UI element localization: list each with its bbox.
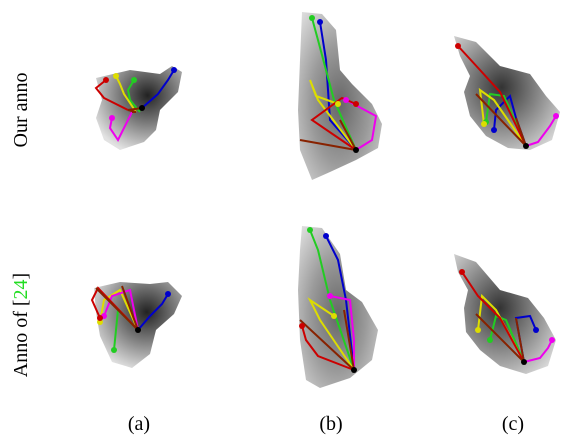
index-chain: [311, 17, 357, 151]
ring-chain: [329, 295, 355, 370]
joint: [299, 323, 305, 329]
joint-markers: [299, 227, 357, 373]
joint: [335, 101, 341, 107]
joint: [481, 121, 487, 127]
skeleton: [90, 285, 169, 351]
citation-link: 24: [10, 279, 32, 299]
joint: [109, 115, 115, 121]
palm-lines: [475, 93, 527, 147]
joint: [97, 315, 103, 321]
index-chain: [126, 79, 141, 113]
joint: [135, 327, 141, 333]
column-label-b: (b): [319, 413, 342, 435]
ring-chain: [345, 99, 378, 151]
joint: [103, 77, 109, 83]
ring-chain: [525, 115, 557, 147]
joint: [459, 269, 465, 275]
joint: [549, 337, 555, 343]
ring-chain: [108, 111, 133, 142]
joint: [353, 147, 359, 153]
joint: [523, 143, 529, 149]
panel-ref-anno-a: [90, 282, 182, 368]
skeleton: [299, 17, 378, 152]
joint-markers: [459, 269, 555, 365]
skeleton: [457, 45, 557, 147]
hand-depth-silhouette: [298, 226, 378, 388]
middle-chain: [309, 79, 357, 151]
column-label-c: (c): [502, 413, 524, 435]
palm-lines: [299, 309, 356, 373]
joint: [487, 337, 493, 343]
joint: [113, 73, 119, 79]
pinky-chain: [94, 79, 129, 111]
joint: [131, 77, 137, 83]
joint: [317, 19, 323, 25]
joint-markers: [97, 291, 171, 353]
skeleton: [461, 271, 553, 365]
panel-our-anno-c: [454, 36, 560, 150]
hand-depth-silhouette: [454, 254, 556, 374]
palm-lines: [475, 313, 526, 365]
panel-our-anno-b: [298, 12, 382, 180]
middle-chain: [307, 297, 355, 371]
index-chain: [309, 229, 355, 371]
joint: [171, 67, 177, 73]
joint: [111, 347, 117, 353]
joint: [307, 227, 313, 233]
joint: [331, 313, 337, 319]
joint: [553, 113, 559, 119]
skeleton: [299, 229, 356, 373]
panel-our-anno-a: [94, 66, 182, 150]
middle-chain: [478, 87, 527, 147]
joint: [165, 291, 171, 297]
row-label-ref-prefix: Anno of [: [10, 299, 32, 377]
palm-lines: [127, 107, 143, 113]
middle-chain: [115, 75, 137, 113]
joint: [521, 359, 527, 365]
joint: [343, 97, 349, 103]
thumb-chain: [325, 235, 355, 371]
pinky-chain: [457, 45, 527, 147]
joint-markers: [309, 15, 359, 153]
pinky-chain: [310, 96, 357, 151]
joint: [327, 293, 333, 299]
ring-chain: [523, 339, 553, 363]
joint-markers: [103, 67, 177, 121]
row-label-our-anno: Our anno: [10, 73, 32, 148]
row-label-ref-suffix: ]: [10, 273, 32, 280]
joint: [455, 43, 461, 49]
skeleton: [94, 69, 175, 142]
joint: [533, 327, 539, 333]
joint: [353, 101, 359, 107]
pinky-chain: [461, 271, 525, 363]
joint: [475, 327, 481, 333]
panel-ref-anno-b: [298, 226, 378, 388]
joint: [139, 105, 145, 111]
joint: [309, 15, 315, 21]
ring-chain: [103, 288, 139, 331]
joint: [491, 127, 497, 133]
hand-depth-silhouette: [298, 12, 382, 180]
palm-lines: [299, 119, 358, 152]
palm-lines: [95, 285, 139, 331]
row-label-ref-anno: Anno of [24]: [10, 273, 32, 377]
thumb-chain: [137, 293, 169, 331]
pinky-chain: [301, 325, 355, 371]
column-label-a: (a): [128, 413, 150, 435]
panel-ref-anno-c: [454, 254, 556, 374]
joint: [323, 233, 329, 239]
thumb-chain: [141, 69, 175, 109]
thumb-chain: [319, 21, 357, 151]
hand-depth-silhouette: [454, 36, 560, 150]
joint-markers: [455, 43, 559, 149]
joint: [351, 367, 357, 373]
